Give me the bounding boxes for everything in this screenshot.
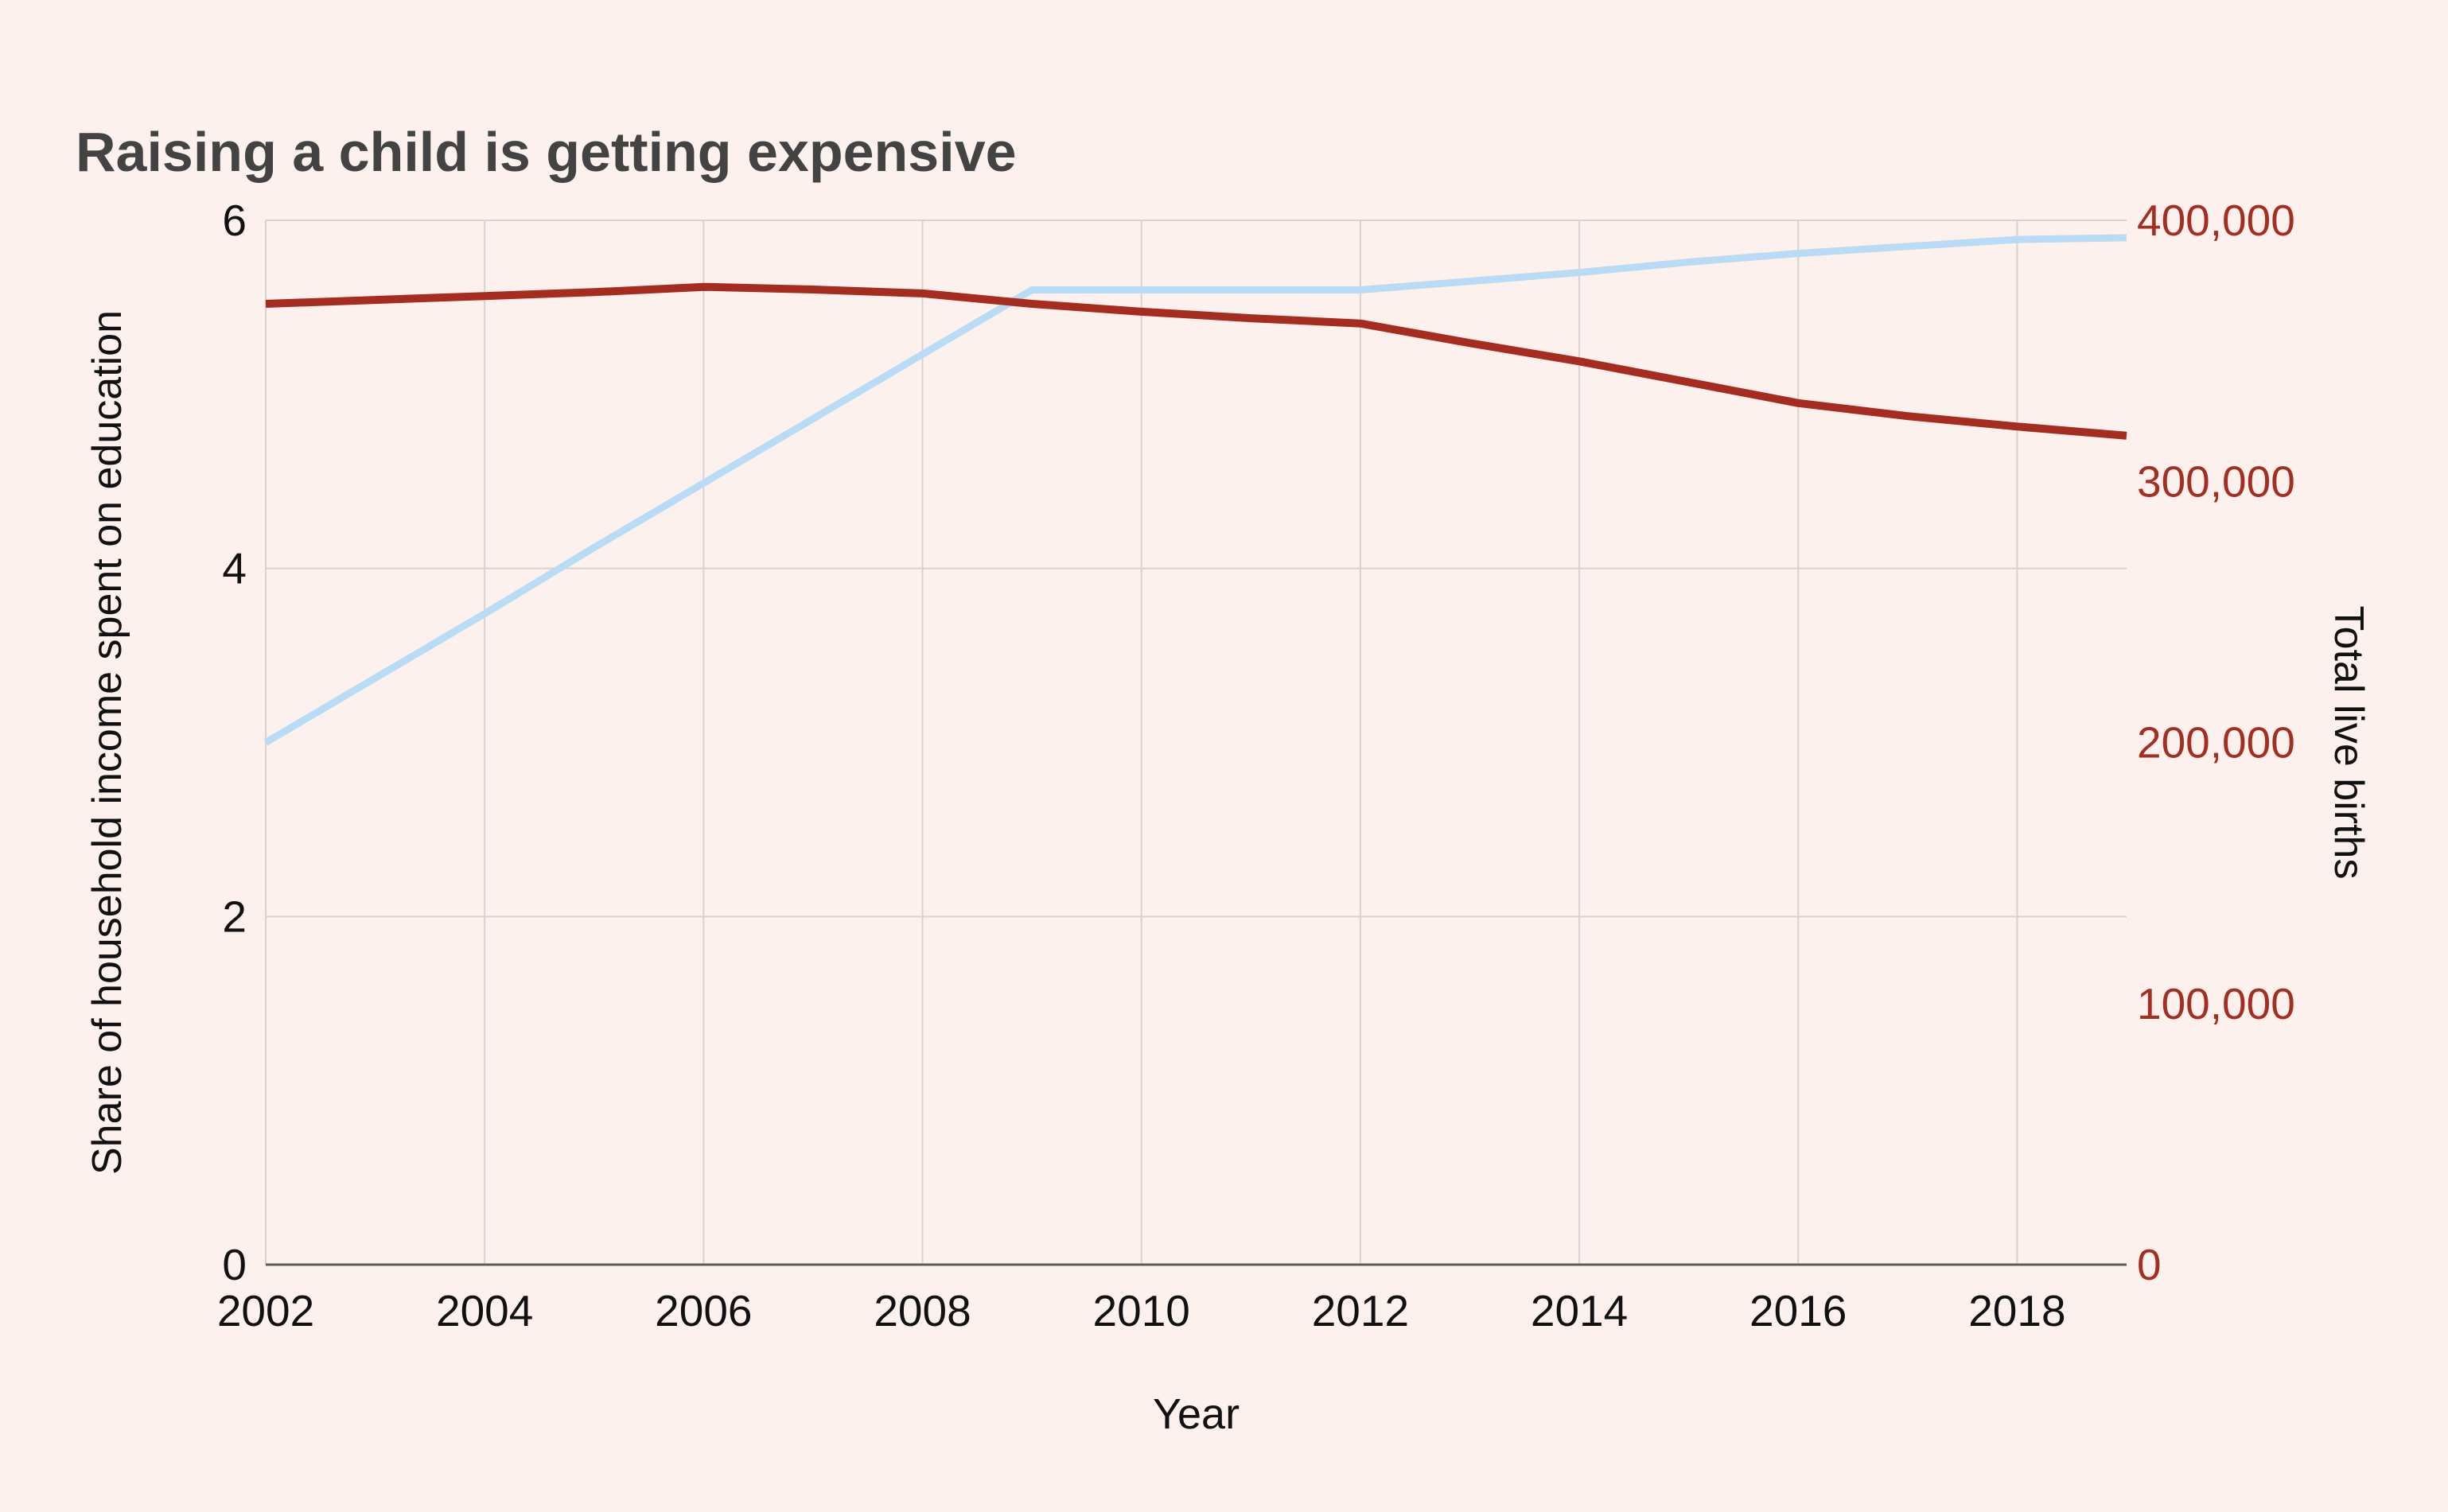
x-axis-tick-label: 2002 <box>217 1286 314 1335</box>
x-axis-tick-label: 2016 <box>1749 1286 1847 1335</box>
left-axis-title: Share of household income spent on educa… <box>84 310 130 1175</box>
x-axis-tick-label: 2018 <box>1968 1286 2065 1335</box>
x-axis-tick-label: 2006 <box>655 1286 752 1335</box>
left-axis-tick-label: 0 <box>222 1240 247 1289</box>
x-axis-tick-label: 2004 <box>436 1286 533 1335</box>
left-axis-tick-label: 2 <box>222 892 247 941</box>
x-axis-tick-label: 2008 <box>874 1286 971 1335</box>
x-axis-tick-label: 2014 <box>1531 1286 1628 1335</box>
chart-title: Raising a child is getting expensive <box>76 120 1017 183</box>
x-axis-tick-label: 2010 <box>1093 1286 1190 1335</box>
x-axis-tick-label: 2012 <box>1312 1286 1409 1335</box>
right-axis-tick-label: 200,000 <box>2137 718 2295 768</box>
right-axis-tick-label: 400,000 <box>2137 196 2295 245</box>
right-axis-tick-label: 0 <box>2137 1240 2162 1289</box>
left-axis-tick-label: 6 <box>222 196 247 245</box>
right-axis-tick-label: 300,000 <box>2137 457 2295 506</box>
right-axis-title: Total live births <box>2325 606 2372 880</box>
x-axis-title: Year <box>1153 1390 1240 1438</box>
right-axis-tick-label: 100,000 <box>2137 979 2295 1028</box>
series-line-share-of-income <box>263 234 2127 746</box>
left-axis-tick-label: 4 <box>222 544 247 593</box>
series-line-total-births <box>265 282 2127 440</box>
